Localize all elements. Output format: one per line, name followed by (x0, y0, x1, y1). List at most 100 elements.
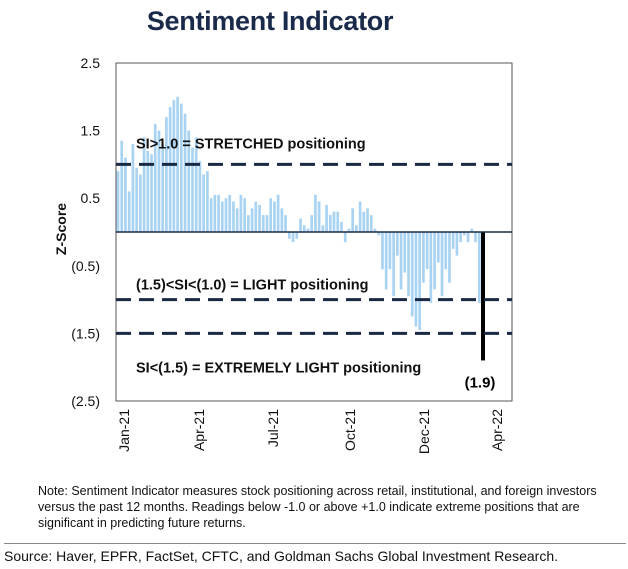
bar (273, 201, 276, 232)
bar (336, 211, 340, 232)
bar (247, 215, 250, 232)
bar (220, 201, 224, 232)
bar (284, 215, 287, 232)
threshold-label: SI<(1.5) = EXTREMELY LIGHT positioning (136, 360, 421, 376)
x-tick-label: Jul-21 (265, 409, 281, 447)
bar (224, 198, 228, 232)
bar (150, 154, 153, 232)
y-tick-label: 2.5 (81, 55, 101, 71)
bar (243, 198, 246, 232)
bar-latest (481, 232, 485, 361)
bar (276, 194, 280, 232)
bar (451, 232, 455, 249)
bar (310, 215, 314, 232)
bar (299, 218, 302, 232)
latest-value-label: (1.9) (465, 374, 496, 391)
bar (314, 194, 317, 232)
bar (448, 232, 451, 283)
bar (384, 232, 388, 290)
bar (228, 194, 232, 232)
x-axis-ticks: Jan-21 Apr-21 Jul-21 Oct-21 Dec-21 Apr-22 (116, 409, 505, 454)
bar (425, 232, 429, 270)
bar (116, 171, 120, 232)
bar (455, 232, 459, 256)
bar (403, 232, 407, 273)
bar (440, 232, 444, 297)
bar (250, 208, 254, 232)
y-tick-label: (1.5) (71, 325, 100, 341)
bar (366, 208, 369, 232)
bar (139, 174, 142, 232)
bar (120, 140, 124, 232)
bar (165, 117, 168, 232)
bar (265, 215, 269, 232)
bar (217, 194, 220, 232)
bar (142, 137, 146, 232)
bar (362, 211, 366, 232)
bar (377, 232, 381, 236)
y-axis-label: Z-Score (53, 203, 69, 255)
bar (295, 232, 299, 239)
bar (213, 194, 217, 232)
bar (202, 174, 205, 232)
bar (291, 232, 295, 243)
bar (429, 232, 433, 303)
bar (470, 228, 474, 232)
x-tick-label: Apr-21 (191, 409, 207, 451)
bar (355, 225, 358, 232)
bar (463, 232, 466, 236)
bar (124, 157, 127, 232)
bar (436, 232, 440, 263)
bar (340, 221, 343, 232)
bar (302, 225, 306, 232)
bar (444, 232, 448, 270)
bar (254, 201, 258, 232)
bar (176, 96, 179, 232)
bar (239, 194, 243, 232)
bar (206, 171, 209, 232)
bar (407, 232, 410, 297)
bar (474, 232, 477, 243)
bar (194, 137, 198, 232)
x-tick-label: Dec-21 (416, 409, 432, 454)
bar (232, 201, 235, 232)
bar (328, 215, 332, 232)
bar (347, 228, 351, 232)
bar (459, 232, 462, 243)
bar (466, 232, 470, 243)
bar (172, 100, 176, 233)
bar (433, 232, 436, 290)
bar (373, 228, 377, 232)
bar (399, 232, 403, 290)
y-tick-label: 0.5 (81, 190, 101, 206)
bar (179, 103, 183, 232)
chart-title: Sentiment Indicator (146, 6, 394, 36)
bar (381, 232, 384, 270)
bar (287, 232, 291, 239)
y-axis-ticks: 2.5 1.5 0.5 (0.5) (1.5) (2.5) (71, 55, 100, 409)
bar (414, 232, 418, 327)
bars (116, 96, 485, 361)
bar (191, 147, 194, 232)
bar (135, 167, 138, 232)
bar (153, 123, 157, 232)
bar (306, 228, 310, 232)
threshold-lines (116, 162, 512, 335)
bar (321, 225, 325, 232)
bar (317, 201, 321, 232)
bar (157, 130, 161, 232)
bar (332, 211, 336, 232)
source-line: Source: Haver, EPFR, FactSet, CFTC, and … (4, 543, 626, 564)
x-tick-label: Jan-21 (116, 409, 132, 452)
bar (146, 150, 150, 232)
bar (396, 232, 399, 256)
bar (261, 215, 265, 232)
bar (477, 232, 481, 303)
bar (183, 113, 187, 232)
y-tick-label: (0.5) (71, 258, 100, 274)
threshold-label: SI>1.0 = STRETCHED positioning (136, 136, 366, 152)
bar (269, 198, 273, 232)
bar (161, 144, 165, 232)
bar (325, 204, 328, 232)
bar (392, 232, 395, 297)
